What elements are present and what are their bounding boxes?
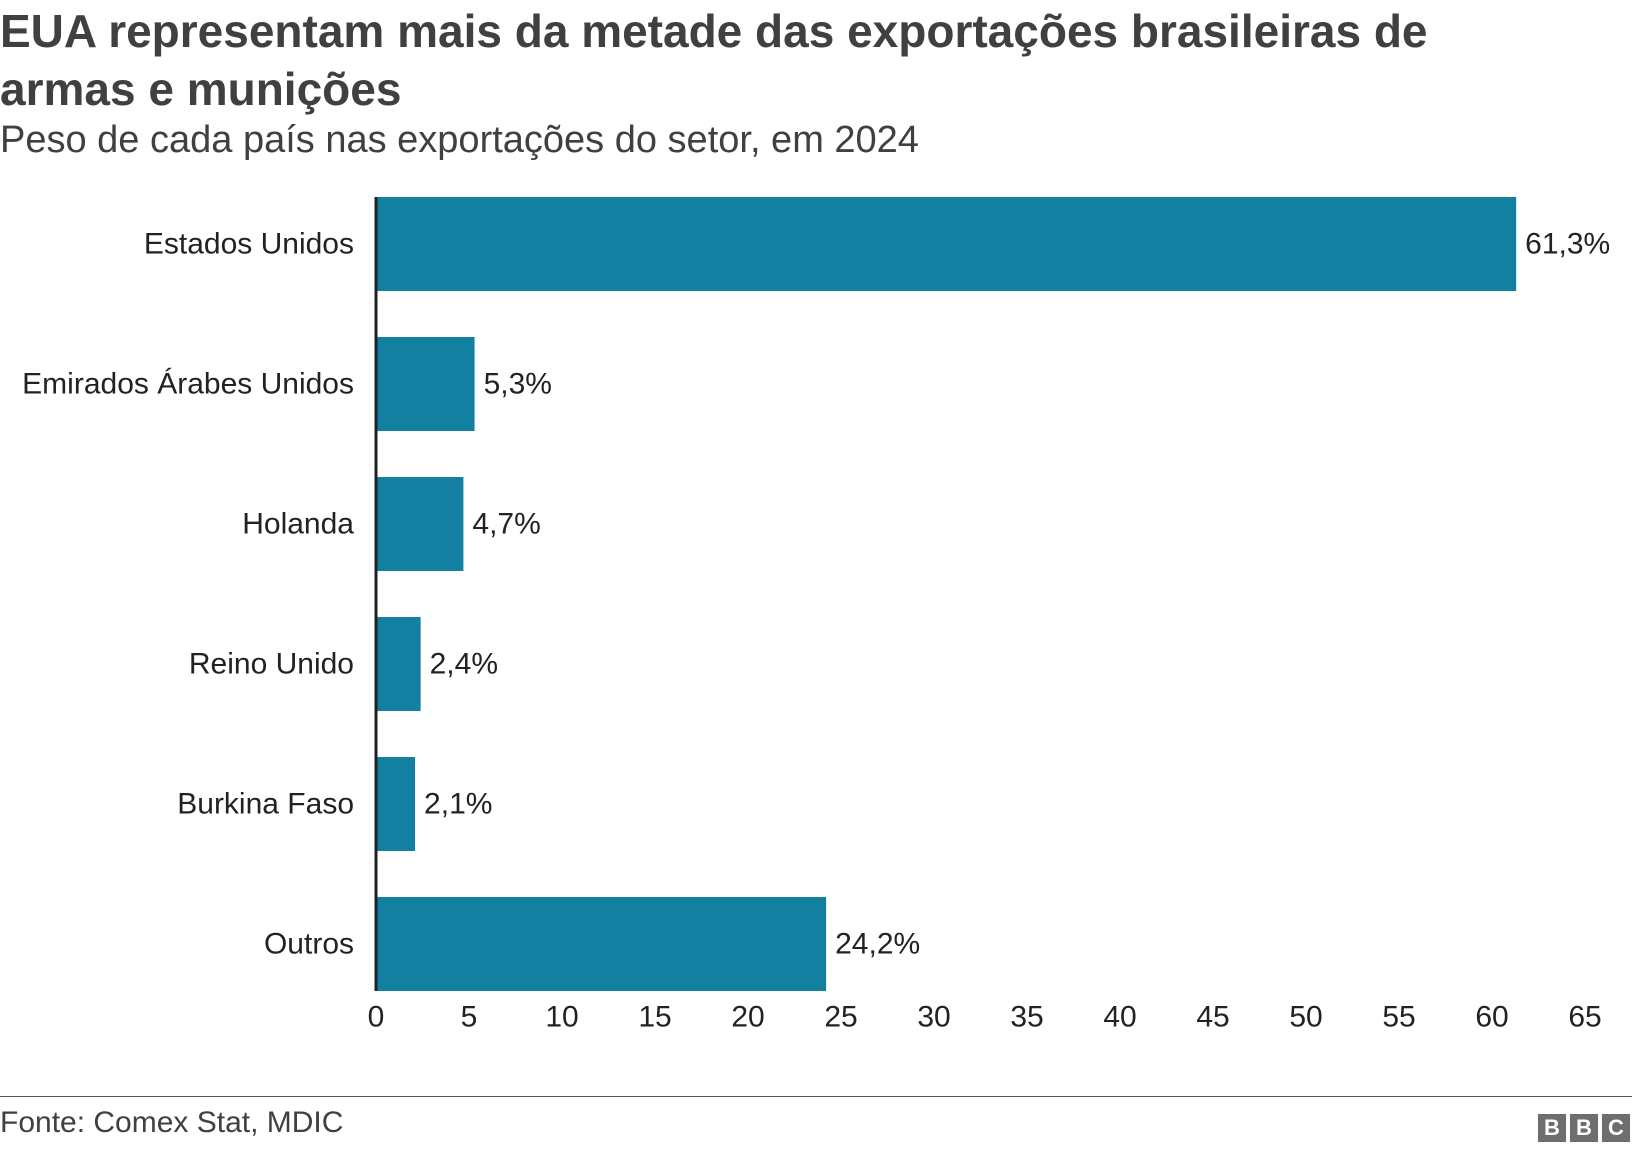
category-label: Reino Unido [189,648,354,681]
x-tick-label: 60 [1475,1001,1508,1034]
x-tick-label: 40 [1103,1001,1136,1034]
value-label: 2,1% [424,788,492,821]
x-tick-label: 20 [731,1001,764,1034]
x-tick-label: 30 [917,1001,950,1034]
bbc-logo-letter: C [1602,1114,1630,1142]
x-tick-label: 10 [545,1001,578,1034]
category-label: Burkina Faso [177,788,354,821]
bar [376,197,1517,291]
value-label: 24,2% [835,928,920,961]
bbc-logo: B B C [1538,1114,1630,1142]
x-tick-label: 65 [1568,1001,1601,1034]
x-tick-label: 15 [638,1001,671,1034]
bbc-logo-letter: B [1538,1114,1566,1142]
bar-chart: Estados Unidos Emirados Árabes Unidos Hola… [22,197,1610,1034]
bar [376,477,464,571]
value-label: 61,3% [1525,228,1610,261]
footer-divider [0,1096,1632,1097]
x-tick-label: 5 [461,1001,478,1034]
category-label: Estados Unidos [144,228,354,261]
category-label: Emirados Árabes Unidos [22,368,354,401]
x-axis-ticks: 0 5 10 15 20 25 30 35 40 45 50 55 60 65 [368,1001,1602,1034]
category-label: Outros [264,928,354,961]
chart-subtitle: Peso de cada país nas exportações do set… [0,119,919,161]
bars-group [376,197,1517,991]
bar [376,337,475,431]
x-tick-label: 55 [1382,1001,1415,1034]
bar [376,757,416,851]
x-tick-label: 45 [1196,1001,1229,1034]
category-labels-group: Estados Unidos Emirados Árabes Unidos Hola… [22,228,354,961]
bbc-logo-letter: B [1570,1114,1598,1142]
category-label: Holanda [242,508,354,541]
x-tick-label: 25 [824,1001,857,1034]
x-tick-label: 50 [1289,1001,1322,1034]
chart-title: EUA representam mais da metade das expor… [0,5,1428,115]
value-labels-group: 61,3% 5,3% 4,7% 2,4% 2,1% 24,2% [424,228,1610,961]
bar [376,617,421,711]
x-tick-label: 0 [368,1001,385,1034]
x-tick-label: 35 [1010,1001,1043,1034]
value-label: 2,4% [430,648,498,681]
value-label: 4,7% [472,508,540,541]
source-note: Fonte: Comex Stat, MDIC [0,1106,344,1139]
bar [376,897,827,991]
value-label: 5,3% [484,368,552,401]
